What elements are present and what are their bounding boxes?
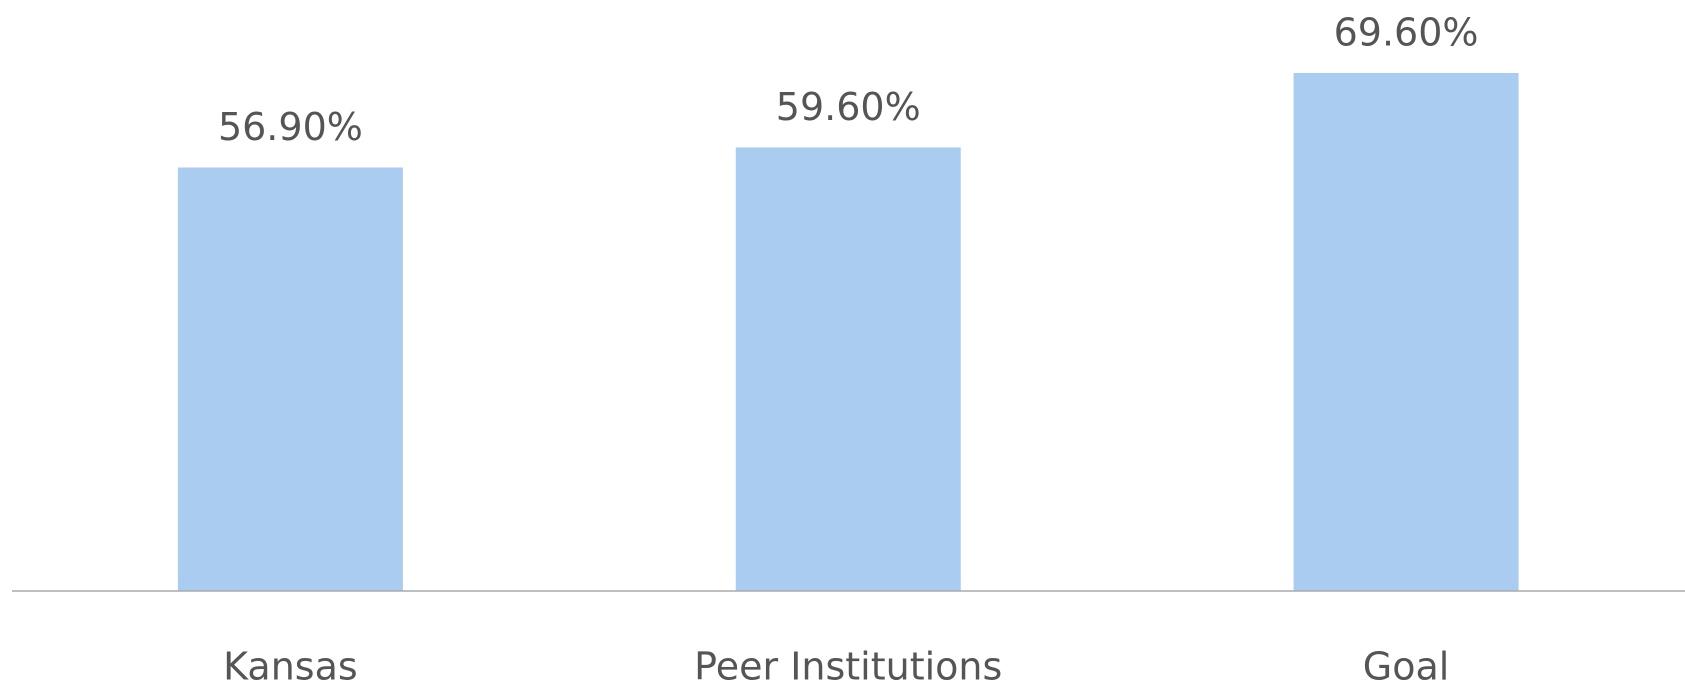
x-tick-label: Goal: [1363, 645, 1450, 688]
value-label: 59.60%: [776, 85, 921, 129]
bar: [177, 167, 403, 591]
value-label: 69.60%: [1334, 11, 1479, 55]
x-tick-label: Kansas: [223, 645, 358, 688]
value-label: 56.90%: [218, 105, 363, 149]
bar: [1293, 73, 1519, 591]
x-tick-label: Peer Institutions: [694, 645, 1002, 688]
bar: [735, 147, 961, 591]
